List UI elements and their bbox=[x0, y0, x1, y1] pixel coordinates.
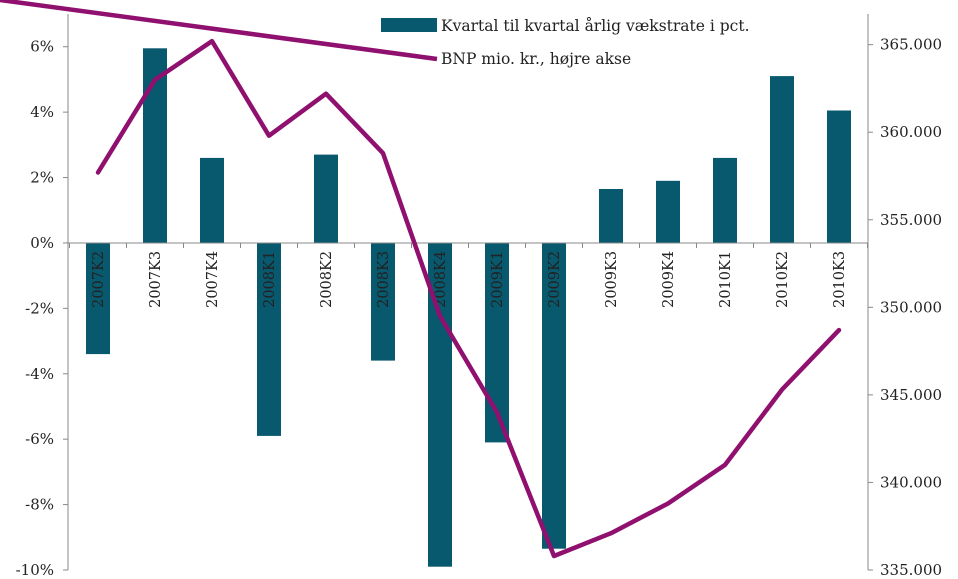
right-tick-label: 360.000 bbox=[880, 123, 942, 141]
category-label: 2009K1 bbox=[490, 251, 506, 308]
bar-2008K2 bbox=[314, 154, 338, 243]
category-label: 2007K3 bbox=[148, 251, 164, 308]
legend-line-label: BNP mio. kr., højre akse bbox=[441, 50, 631, 68]
category-labels-layer: 2007K2 2007K3 2007K4 2008K1 2008K2 2008K3 2008… bbox=[91, 251, 848, 308]
legend: Kvartal til kvartal årlig vækstrate i pc… bbox=[0, 0, 750, 68]
category-label: 2009K2 bbox=[547, 251, 563, 308]
right-tick-label: 345.000 bbox=[880, 386, 942, 404]
legend-line-swatch bbox=[0, 0, 438, 62]
category-label: 2008K4 bbox=[433, 251, 449, 308]
left-tick-label: -6% bbox=[25, 430, 54, 448]
bar-2007K2 bbox=[86, 242, 110, 355]
bar-2009K2 bbox=[542, 242, 566, 549]
bar-2009K4 bbox=[656, 180, 680, 243]
bars-layer bbox=[86, 48, 851, 567]
right-tick-label: 340.000 bbox=[880, 473, 942, 491]
left-tick-label: -10% bbox=[16, 561, 54, 579]
left-tick-label: -2% bbox=[25, 299, 54, 317]
right-tick-label: 355.000 bbox=[880, 211, 942, 229]
bar-2008K1 bbox=[257, 242, 281, 436]
left-tick-label: 6% bbox=[30, 38, 54, 56]
bar-2010K3 bbox=[827, 110, 851, 243]
category-label: 2010K1 bbox=[718, 251, 734, 308]
left-tick-label: -4% bbox=[25, 365, 54, 383]
bar-2010K1 bbox=[713, 157, 737, 243]
right-tick-label: 350.000 bbox=[880, 298, 942, 316]
bnp-line bbox=[95, 38, 842, 559]
category-label: 2008K2 bbox=[319, 251, 335, 308]
legend-bar-swatch bbox=[381, 18, 437, 32]
bar-2007K4 bbox=[200, 157, 224, 243]
axes-layer: -10% -8% -6% -4% -2% 0% 2% 4% 6% 335.000 340.000 34… bbox=[16, 14, 942, 579]
category-label: 2008K3 bbox=[376, 251, 392, 308]
category-label: 2010K3 bbox=[832, 251, 848, 308]
category-label: 2007K2 bbox=[91, 251, 107, 308]
category-label: 2009K3 bbox=[604, 251, 620, 308]
left-tick-label: 2% bbox=[30, 169, 54, 187]
bar-2009K3 bbox=[599, 189, 623, 243]
line-layer bbox=[95, 38, 842, 559]
category-label: 2010K2 bbox=[775, 251, 791, 308]
category-label: 2008K1 bbox=[262, 251, 278, 308]
left-tick-label: 4% bbox=[30, 103, 54, 121]
legend-bar-label: Kvartal til kvartal årlig vækstrate i pc… bbox=[441, 17, 750, 35]
bar-2008K3 bbox=[371, 242, 395, 361]
category-label: 2007K4 bbox=[205, 251, 221, 308]
left-tick-label: 0% bbox=[30, 234, 54, 252]
bar-2010K2 bbox=[770, 76, 794, 243]
left-tick-label: -8% bbox=[25, 496, 54, 514]
right-tick-label: 335.000 bbox=[880, 561, 942, 579]
right-tick-label: 365.000 bbox=[880, 36, 942, 54]
category-label: 2009K4 bbox=[661, 251, 677, 308]
